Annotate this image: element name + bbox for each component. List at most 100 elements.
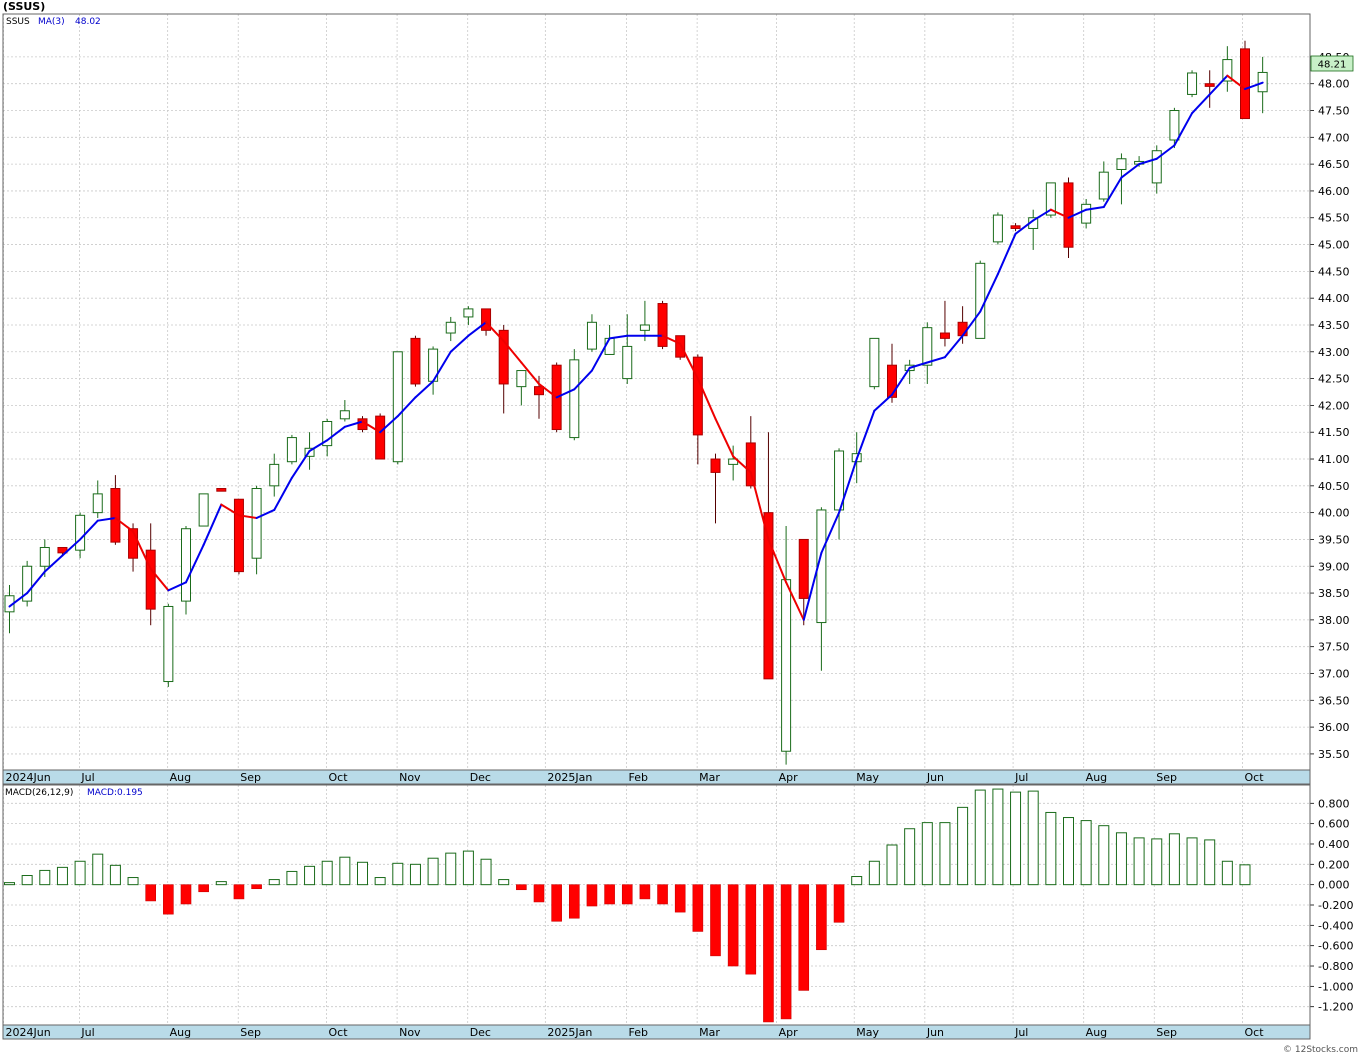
macd-bar-positive xyxy=(109,864,121,886)
macd-bar-negative xyxy=(692,884,704,932)
ma3-segment xyxy=(1049,208,1070,219)
candle-up xyxy=(516,370,527,388)
ma3-segment xyxy=(149,567,170,592)
macd-bar-positive xyxy=(886,844,898,886)
macd-bar-positive xyxy=(904,828,916,886)
price-tick-label: 41.50 xyxy=(1318,426,1350,439)
ma3-segment xyxy=(1226,74,1246,91)
price-tick-label: 38.50 xyxy=(1318,587,1350,600)
candle-up xyxy=(286,437,297,463)
price-tick-label: 45.50 xyxy=(1318,212,1350,225)
ma3-segment xyxy=(1120,163,1141,179)
price-month-label: Jul xyxy=(1014,771,1028,784)
macd-bar-positive xyxy=(392,862,404,886)
macd-month-label: 2025Jan xyxy=(547,1026,592,1039)
candle-up xyxy=(339,410,350,420)
ma3-segment xyxy=(1085,206,1105,211)
price-tick-label: 42.00 xyxy=(1318,399,1350,412)
candle-up xyxy=(922,327,933,366)
ma3-segment xyxy=(167,581,187,592)
price-axis: 35.50 36.00 36.50 37.00 37.50 38.00 38.50 39.00… xyxy=(3,51,1350,784)
candle-down xyxy=(216,488,227,492)
ma3-segment xyxy=(1014,219,1035,235)
candle-up xyxy=(1169,110,1180,141)
macd-bar-positive xyxy=(215,881,227,886)
candle-up xyxy=(75,514,86,551)
ma3-segment xyxy=(343,420,364,428)
candle-down xyxy=(128,528,139,559)
ma3-segment xyxy=(79,519,99,541)
ma3-segment xyxy=(26,570,46,595)
candle-up xyxy=(992,214,1003,243)
macd-month-label: Nov xyxy=(399,1026,421,1039)
ma3-segment xyxy=(61,538,82,557)
macd-tick-label: -0.800 xyxy=(1318,960,1353,973)
ma3-segment xyxy=(361,420,382,434)
candle-down xyxy=(1204,83,1215,87)
candle-up xyxy=(322,420,333,447)
macd-bar-negative xyxy=(180,884,192,905)
macd-bar-negative xyxy=(745,884,757,975)
macd-tick-label: 0.400 xyxy=(1318,838,1350,851)
candle-down xyxy=(657,303,668,347)
price-month-label: May xyxy=(856,771,879,784)
macd-tick-label: -0.400 xyxy=(1318,919,1353,932)
price-tick-label: 39.50 xyxy=(1318,533,1350,546)
ma3-segment xyxy=(996,232,1017,276)
macd-bar-positive xyxy=(286,870,298,886)
macd-bar-negative xyxy=(586,884,598,907)
price-tick-label: 44.50 xyxy=(1318,265,1350,278)
ma3-segment xyxy=(485,321,505,343)
candle-up xyxy=(163,605,174,683)
price-tick-label: 46.00 xyxy=(1318,185,1350,198)
macd-bar-positive xyxy=(868,860,880,886)
candle-up xyxy=(1098,171,1109,200)
ma3-segment xyxy=(590,337,611,372)
candle-up xyxy=(392,351,403,463)
ma3-segment xyxy=(1067,208,1088,219)
legend-ma-value: 48.02 xyxy=(75,17,101,27)
macd-bar-negative xyxy=(251,884,262,890)
legend-symbol: SSUS xyxy=(6,17,30,27)
candle-up xyxy=(445,321,456,334)
macd-month-label: Aug xyxy=(170,1026,191,1039)
symbol-title: (SSUS) xyxy=(3,0,45,13)
ma3-segment xyxy=(661,334,682,345)
candle-up xyxy=(181,528,191,602)
candle-down xyxy=(939,332,950,339)
price-tick-label: 47.00 xyxy=(1318,131,1350,144)
macd-bar-negative xyxy=(639,884,651,900)
price-date-band xyxy=(3,770,1310,784)
ma3-segment xyxy=(802,551,823,621)
macd-label: MACD(26,12,9) xyxy=(5,788,73,798)
ma3-segment xyxy=(1173,112,1194,147)
macd-bar-positive xyxy=(992,788,1004,886)
watermark: © 12Stocks.com xyxy=(1283,1045,1358,1055)
ma3-segment xyxy=(943,334,964,359)
ma3-segment xyxy=(855,409,876,461)
ma3-segment xyxy=(891,366,911,396)
price-month-label: Jul xyxy=(80,771,94,784)
macd-bar-negative xyxy=(533,884,545,903)
macd-date-band xyxy=(3,1025,1310,1039)
macd-bar-positive xyxy=(74,860,86,886)
macd-month-label: 2024Jun xyxy=(6,1026,51,1039)
macd-value: MACD:0.195 xyxy=(87,788,143,798)
price-month-label: Nov xyxy=(399,771,421,784)
macd-bar-positive xyxy=(939,822,951,886)
price-tick-label: 36.50 xyxy=(1318,694,1350,707)
macd-bar-negative xyxy=(163,884,174,915)
candle-down xyxy=(1063,182,1074,248)
candle-down xyxy=(745,442,756,487)
candle-down xyxy=(710,458,721,473)
price-tick-label: 36.00 xyxy=(1318,721,1350,734)
price-tick-label: 37.00 xyxy=(1318,667,1350,680)
macd-bar-positive xyxy=(498,879,510,886)
macd-month-label: Feb xyxy=(629,1026,648,1039)
macd-bar-negative xyxy=(551,884,562,922)
candle-down xyxy=(110,488,121,543)
macd-bar-negative xyxy=(145,884,156,902)
macd-panel-grid xyxy=(3,785,1310,1025)
price-tick-label: 48.00 xyxy=(1318,78,1350,91)
macd-bar-negative xyxy=(833,884,845,923)
